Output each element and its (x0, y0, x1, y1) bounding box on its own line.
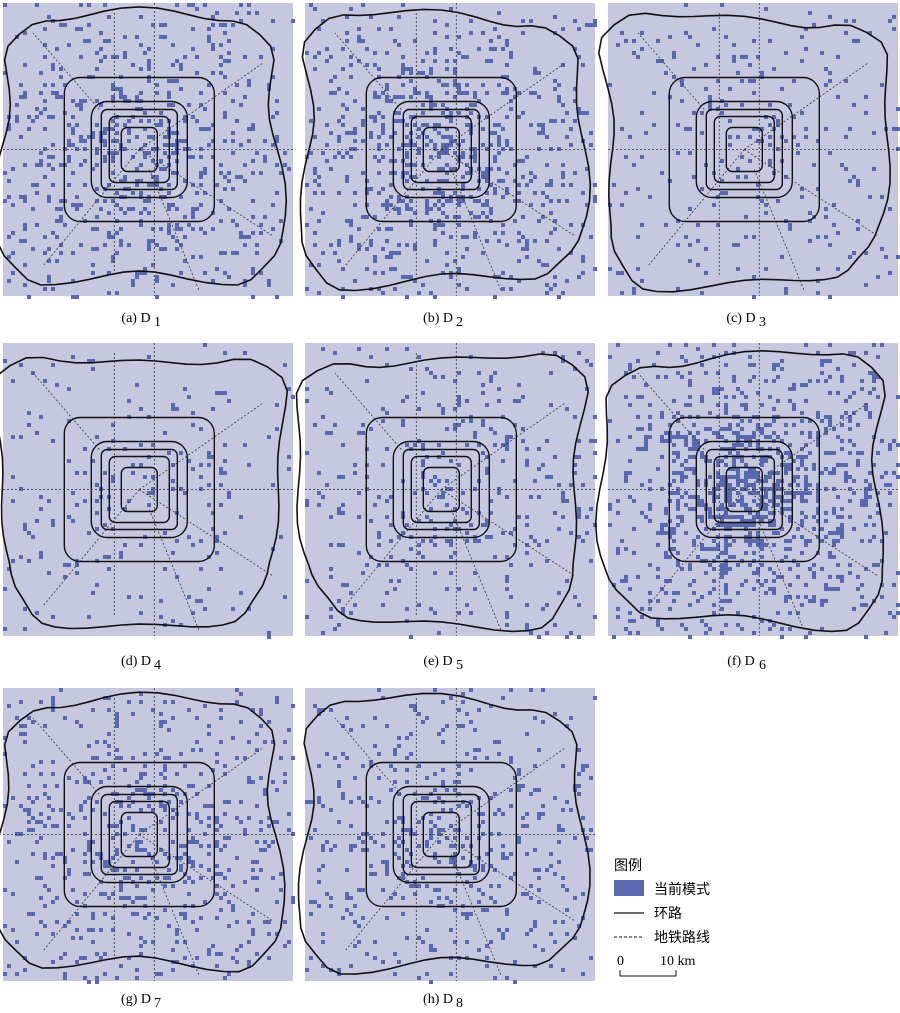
ring-road (0, 356, 289, 630)
ring-road (705, 448, 784, 531)
panel-caption-subscript: 5 (456, 658, 463, 673)
subway-lines (3, 343, 293, 636)
ring-road (100, 108, 179, 191)
panel-caption-subscript: 2 (456, 315, 463, 330)
subway-lines (3, 3, 293, 296)
pattern-cells (3, 3, 295, 299)
pattern-cells (608, 3, 900, 299)
ring-road (402, 108, 481, 191)
ring-road (725, 466, 764, 513)
legend-label: 地铁路线 (654, 930, 710, 946)
map-panel (0, 343, 295, 639)
subway-lines (3, 688, 293, 981)
panel-caption-subscript: 6 (759, 658, 766, 673)
legend-title: 图例 (614, 858, 642, 874)
panel-caption: (c) D (726, 311, 755, 326)
legend-label: 当前模式 (654, 881, 710, 898)
ring-road (108, 800, 171, 869)
scale-bar (619, 970, 677, 977)
panel-caption: (a) D (121, 311, 150, 326)
subway-lines (305, 343, 595, 636)
ring-road (705, 108, 784, 191)
pattern-cells (608, 343, 900, 639)
ring-road (120, 466, 159, 513)
legend-swatch (614, 880, 644, 896)
panel-caption-subscript: 4 (154, 658, 161, 673)
map-panel (594, 343, 900, 639)
subway-lines (608, 3, 898, 296)
map-panel (0, 3, 295, 299)
map-panel (297, 688, 597, 984)
subway-lines (305, 3, 595, 296)
map-panel (0, 688, 295, 984)
ring-road (594, 349, 886, 633)
ring-road (410, 455, 473, 524)
panel-caption-subscript: 8 (456, 996, 463, 1011)
ring-road (422, 126, 461, 173)
legend-label: 环路 (654, 906, 682, 922)
panel-caption: (b) D (423, 311, 453, 326)
pattern-cells (305, 347, 597, 639)
ring-road (108, 455, 171, 524)
panel-caption: (h) D (423, 992, 453, 1007)
ring-road (120, 811, 159, 858)
ring-road (0, 6, 288, 286)
ring-road (422, 466, 461, 513)
ring-road (108, 115, 171, 184)
map-panel (299, 3, 597, 299)
subway-lines (305, 688, 595, 981)
ring-road (100, 793, 179, 876)
ring-road (120, 126, 159, 173)
ring-road (725, 126, 764, 173)
pattern-cells (3, 688, 295, 984)
panel-caption: (g) D (121, 992, 151, 1007)
panel-caption-subscript: 3 (759, 315, 766, 330)
ring-road (402, 793, 481, 876)
ring-road (100, 448, 179, 531)
panel-caption: (e) D (423, 654, 452, 669)
map-panel (295, 343, 597, 639)
ring-road (713, 455, 776, 524)
ring-road (410, 800, 473, 869)
subway-lines (608, 343, 898, 636)
ring-road (295, 353, 590, 633)
panel-caption-subscript: 7 (154, 996, 161, 1011)
pattern-cells (3, 343, 295, 639)
ring-road (402, 448, 481, 531)
map-panel (597, 3, 900, 299)
scale-start: 0 (617, 954, 624, 969)
scale-end: 10 km (660, 954, 696, 969)
panel-caption: (f) D (727, 654, 755, 669)
pattern-cells (305, 688, 597, 984)
ring-road (0, 691, 286, 973)
panel-caption-subscript: 1 (154, 315, 161, 330)
ring-road (297, 692, 591, 975)
ring-road (422, 811, 461, 858)
ring-road (713, 115, 776, 184)
panel-caption: (d) D (121, 654, 151, 669)
ring-road (410, 115, 473, 184)
pattern-cells (305, 3, 597, 299)
